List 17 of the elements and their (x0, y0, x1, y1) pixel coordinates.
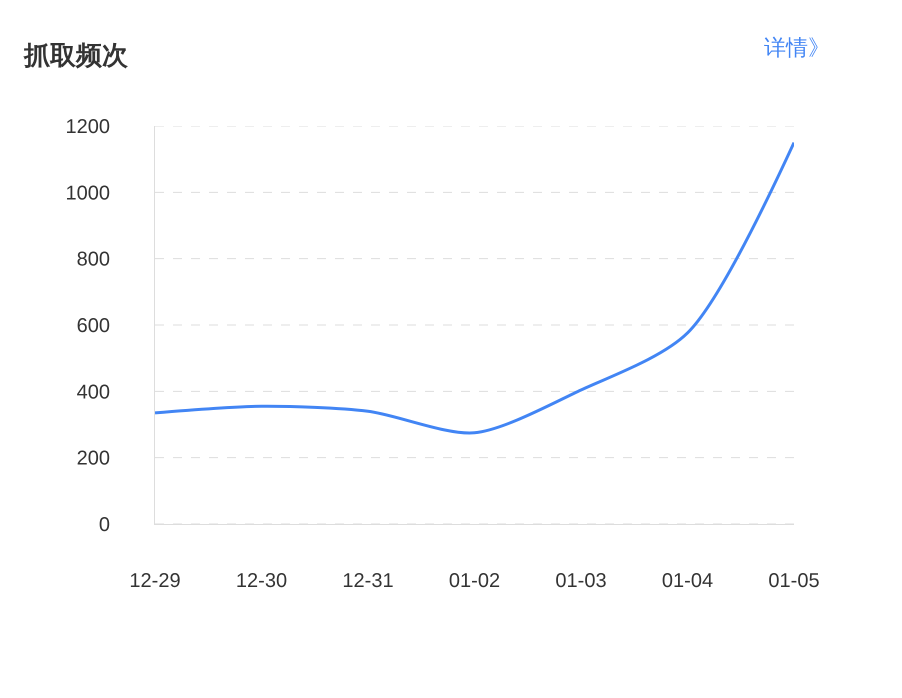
text: 详情》 (764, 35, 830, 60)
x-tick-label: 12-29 (129, 570, 181, 592)
x-tick-label: 12-31 (342, 570, 394, 592)
x-tick-label: 01-05 (768, 570, 820, 592)
y-tick-label: 400 (76, 381, 110, 404)
chart-title: 抓取频次 (23, 40, 129, 70)
y-tick-label: 600 (76, 315, 110, 337)
x-tick-label: 12-30 (236, 570, 288, 592)
y-tick-label: 800 (76, 248, 110, 271)
y-tick-label: 200 (76, 448, 110, 470)
y-tick-label: 1000 (66, 182, 110, 204)
line-series (155, 141, 794, 434)
y-tick-label: 0 (98, 514, 110, 536)
y-tick-label: 1200 (66, 116, 110, 138)
x-tick-label: 01-03 (555, 570, 607, 592)
x-tick-label: 01-04 (662, 570, 714, 592)
x-tick-label: 01-02 (448, 570, 500, 592)
